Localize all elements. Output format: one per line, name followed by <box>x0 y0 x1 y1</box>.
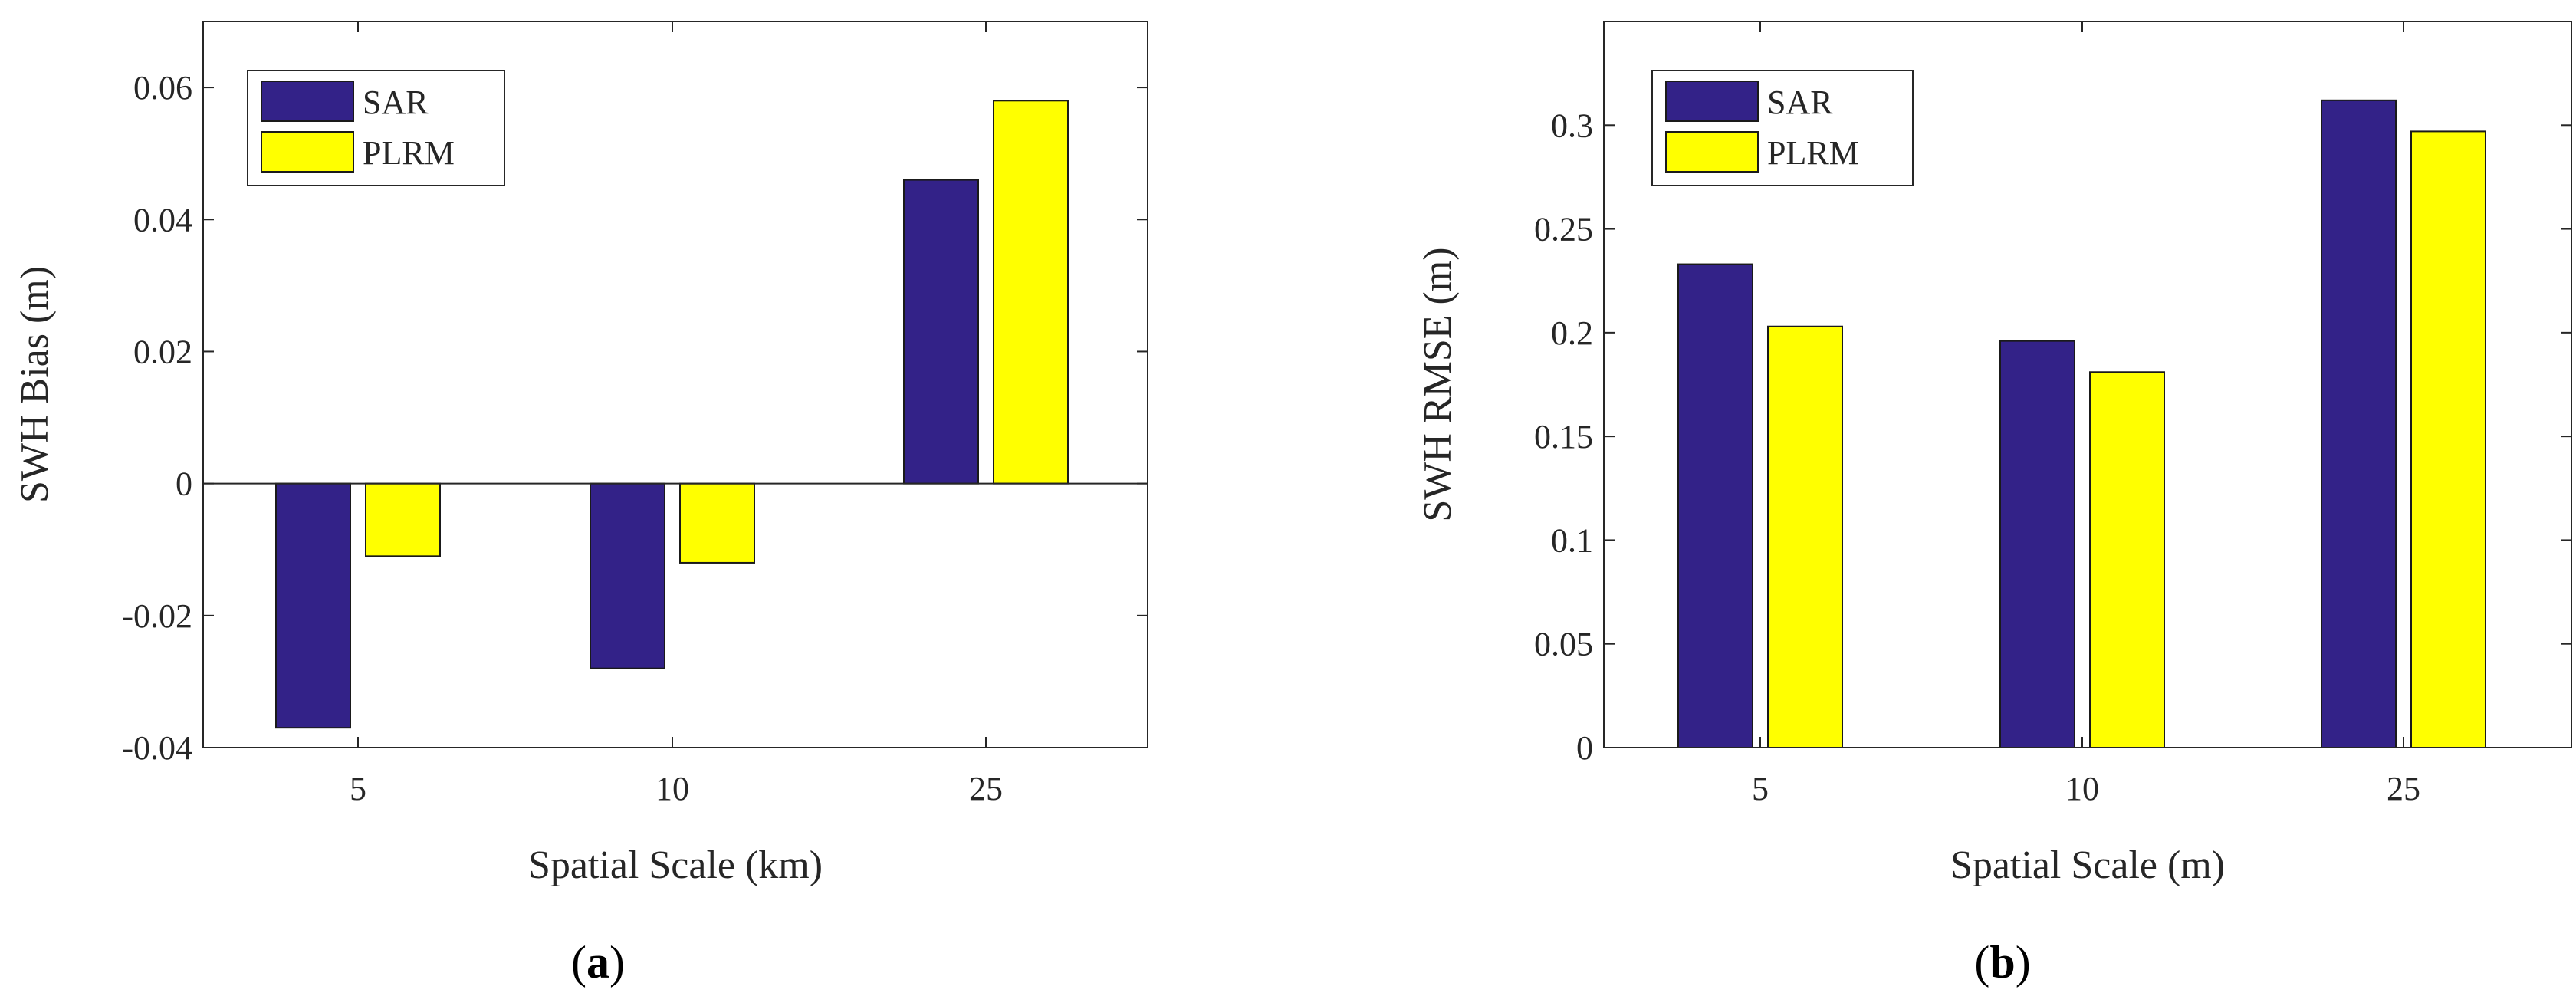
x-tick-label: 10 <box>656 770 689 807</box>
legend: SAR PLRM <box>1651 70 1914 186</box>
x-tick-label: 5 <box>350 770 366 807</box>
bar-sar-25 <box>2321 99 2397 748</box>
bar-plrm-10 <box>2089 371 2165 748</box>
legend-swatch-sar <box>261 81 354 122</box>
y-tick-label: 0.3 <box>1551 107 1593 144</box>
legend-label-plrm: PLRM <box>1767 134 1859 172</box>
panel-label: (b) <box>1974 937 2030 988</box>
y-tick-label: 0.1 <box>1551 521 1593 559</box>
legend-swatch-plrm <box>1665 131 1759 173</box>
bar-plrm-5 <box>1767 325 1843 748</box>
axes-box <box>202 21 1148 748</box>
y-axis-label: SWH RMSE (m) <box>1416 247 1460 521</box>
legend-swatch-plrm <box>261 131 354 173</box>
bar-sar-10 <box>1999 340 2075 748</box>
y-tick-label: 0.2 <box>1551 314 1593 352</box>
x-tick-label: 25 <box>2387 770 2420 807</box>
legend-label-sar: SAR <box>363 84 429 121</box>
x-axis-label: Spatial Scale (km) <box>528 843 823 887</box>
legend: SAR PLRM <box>247 70 505 186</box>
bar-plrm-25 <box>993 100 1069 485</box>
panel-label: (a) <box>571 937 625 988</box>
legend-label-plrm: PLRM <box>363 134 455 172</box>
y-tick-label: 0 <box>176 465 192 503</box>
y-tick-label: 0.06 <box>133 69 192 107</box>
x-tick-label: 10 <box>2065 770 2099 807</box>
y-tick-label: -0.02 <box>122 597 192 635</box>
y-tick-label: 0.02 <box>133 333 192 370</box>
bar-sar-25 <box>903 179 979 485</box>
y-axis-label: SWH Bias (m) <box>13 266 57 503</box>
bar-plrm-10 <box>679 482 755 564</box>
bar-sar-10 <box>590 482 665 669</box>
y-tick-label: -0.04 <box>122 729 192 767</box>
x-tick-label: 25 <box>969 770 1003 807</box>
y-tick-label: 0.25 <box>1534 211 1593 248</box>
chart-panel-a: -0.04 -0.02 0 0.02 0.04 0.06 5 10 25 Spatial Scal… <box>13 21 1148 988</box>
y-tick-label: 0.04 <box>133 201 192 238</box>
legend-label-sar: SAR <box>1767 84 1833 121</box>
bar-sar-5 <box>275 482 351 729</box>
legend-swatch-sar <box>1665 81 1759 122</box>
axes-box <box>1603 21 2572 748</box>
y-tick-label: 0 <box>1576 729 1593 767</box>
x-tick-label: 5 <box>1752 770 1769 807</box>
bar-plrm-5 <box>365 482 441 557</box>
y-tick-label: 0.05 <box>1534 626 1593 663</box>
x-axis-label: Spatial Scale (m) <box>1950 843 2225 887</box>
chart-panel-b: 0 0.05 0.1 0.15 0.2 0.25 0.3 5 10 25 Spatial Scale… <box>1416 21 2572 988</box>
y-tick-label: 0.15 <box>1534 418 1593 455</box>
bar-sar-5 <box>1677 263 1753 749</box>
bar-plrm-25 <box>2410 130 2486 749</box>
